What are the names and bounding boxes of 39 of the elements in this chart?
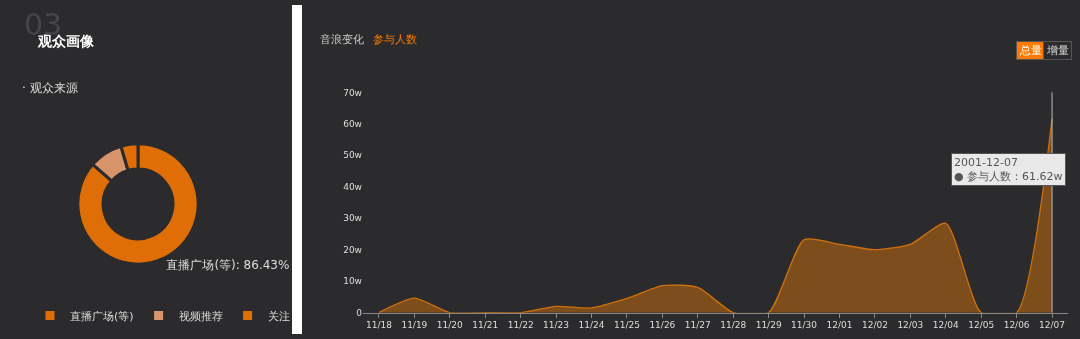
data-label: 直播广场(等): 86.43% <box>166 257 290 272</box>
text: 增量 <box>1046 44 1069 57</box>
y-tick-label: 10w <box>343 276 362 287</box>
x-tick-label: 11/20 <box>436 320 464 331</box>
x-tick-label: 11/26 <box>649 320 676 331</box>
x-tick-label: 12/06 <box>1003 320 1030 331</box>
x-tick-label: 12/04 <box>932 320 960 331</box>
y-tick-label: 0 <box>356 307 363 318</box>
x-tick-label: 11/25 <box>613 320 640 331</box>
x-tick-label: 12/05 <box>968 320 995 331</box>
x-tick-label: 11/23 <box>543 320 570 331</box>
y-tick-label: 70w <box>343 87 362 98</box>
x-tick-label: 11/24 <box>578 320 605 331</box>
x-tick-label: 11/19 <box>401 320 428 331</box>
chart-title: 观众画像 <box>37 33 95 49</box>
x-tick-label: 11/30 <box>791 320 818 331</box>
chart-subtitle: · 观众来源 <box>22 81 78 95</box>
y-tick-label: 60w <box>343 118 362 129</box>
y-tick-label: 40w <box>343 181 362 192</box>
legend-label: 视频推荐 <box>178 309 223 323</box>
x-tick-label: 11/28 <box>720 320 747 331</box>
y-tick-label: 30w <box>343 213 362 224</box>
y-tick-label: 20w <box>343 244 362 255</box>
x-tick-label: 11/21 <box>472 320 499 331</box>
text: 音浪变化 <box>320 33 364 46</box>
text: 总量 <box>1019 44 1042 57</box>
y-tick-label: 50w <box>343 150 362 161</box>
annotation: 2001-12-07 ● 参与人数：61.62w <box>954 156 1063 184</box>
x-tick-label: 11/29 <box>755 320 782 331</box>
legend-label: 直播广场(等) <box>70 309 134 323</box>
text: 参与人数 <box>373 33 417 46</box>
x-tick-label: 11/22 <box>507 320 534 331</box>
x-tick-label: 12/01 <box>826 320 853 331</box>
x-tick-label: 11/27 <box>684 320 711 331</box>
x-tick-label: 12/02 <box>861 320 888 331</box>
x-tick-label: 12/07 <box>1039 320 1066 331</box>
x-tick-label: 11/18 <box>365 320 393 331</box>
x-tick-label: 12/03 <box>897 320 924 331</box>
legend-label: 关注 <box>267 309 290 323</box>
